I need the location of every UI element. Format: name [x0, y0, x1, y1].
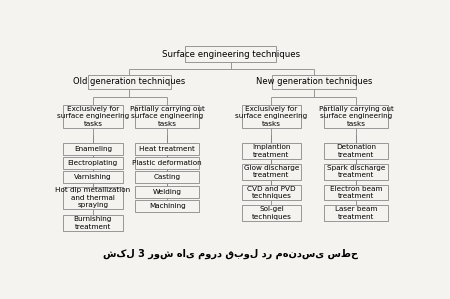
- Text: Exclusively for
surface engineering
tasks: Exclusively for surface engineering task…: [57, 106, 129, 127]
- Text: Detonation
treatment: Detonation treatment: [336, 144, 376, 158]
- Text: Hot dip metallization
and thermal
spraying: Hot dip metallization and thermal sprayi…: [55, 187, 130, 208]
- FancyBboxPatch shape: [135, 105, 199, 128]
- Text: Old generation techniques: Old generation techniques: [73, 77, 185, 86]
- Text: Varnishing: Varnishing: [74, 174, 112, 180]
- FancyBboxPatch shape: [324, 105, 388, 128]
- FancyBboxPatch shape: [63, 215, 122, 231]
- FancyBboxPatch shape: [242, 184, 301, 200]
- Text: Partially carrying out
surface engineering
tasks: Partially carrying out surface engineeri…: [319, 106, 394, 127]
- Text: Electron beam
treatment: Electron beam treatment: [330, 186, 382, 199]
- Text: Spark discharge
treatment: Spark discharge treatment: [327, 165, 385, 179]
- Text: CVD and PVD
techniques: CVD and PVD techniques: [247, 186, 296, 199]
- FancyBboxPatch shape: [135, 200, 199, 212]
- FancyBboxPatch shape: [324, 164, 388, 179]
- Text: Laser beam
treatment: Laser beam treatment: [335, 206, 378, 220]
- FancyBboxPatch shape: [63, 143, 122, 155]
- Text: Heat treatment: Heat treatment: [139, 146, 195, 152]
- Text: Electroplating: Electroplating: [68, 160, 118, 166]
- Text: Welding: Welding: [153, 188, 182, 195]
- FancyBboxPatch shape: [135, 185, 199, 198]
- Text: شکل 3 روش های مورد قبول در مهندسی سطح: شکل 3 روش های مورد قبول در مهندسی سطح: [103, 248, 358, 259]
- FancyBboxPatch shape: [88, 75, 171, 89]
- FancyBboxPatch shape: [324, 205, 388, 221]
- Text: New generation techniques: New generation techniques: [256, 77, 373, 86]
- Text: Exclusively for
surface engineering
tasks: Exclusively for surface engineering task…: [235, 106, 307, 127]
- FancyBboxPatch shape: [135, 143, 199, 155]
- FancyBboxPatch shape: [324, 184, 388, 200]
- Text: Machining: Machining: [149, 203, 185, 209]
- FancyBboxPatch shape: [324, 143, 388, 159]
- FancyBboxPatch shape: [242, 105, 301, 128]
- Text: Plastic deformation: Plastic deformation: [132, 160, 202, 166]
- FancyBboxPatch shape: [63, 157, 122, 169]
- FancyBboxPatch shape: [135, 171, 199, 183]
- Text: Surface engineering techniques: Surface engineering techniques: [162, 50, 300, 59]
- Text: Burnishing
treatment: Burnishing treatment: [74, 216, 112, 230]
- FancyBboxPatch shape: [273, 75, 356, 89]
- Text: Sol-gel
techniques: Sol-gel techniques: [252, 206, 291, 220]
- Text: Enameling: Enameling: [74, 146, 112, 152]
- FancyBboxPatch shape: [63, 105, 122, 128]
- FancyBboxPatch shape: [63, 171, 122, 183]
- FancyBboxPatch shape: [242, 164, 301, 179]
- Text: Glow discharge
treatment: Glow discharge treatment: [244, 165, 299, 179]
- FancyBboxPatch shape: [63, 187, 122, 209]
- FancyBboxPatch shape: [135, 157, 199, 169]
- Text: Partially carrying out
surface engineering
tasks: Partially carrying out surface engineeri…: [130, 106, 205, 127]
- FancyBboxPatch shape: [185, 46, 276, 62]
- Text: Casting: Casting: [153, 174, 181, 180]
- FancyBboxPatch shape: [242, 143, 301, 159]
- Text: Implantion
treatment: Implantion treatment: [252, 144, 291, 158]
- FancyBboxPatch shape: [242, 205, 301, 221]
